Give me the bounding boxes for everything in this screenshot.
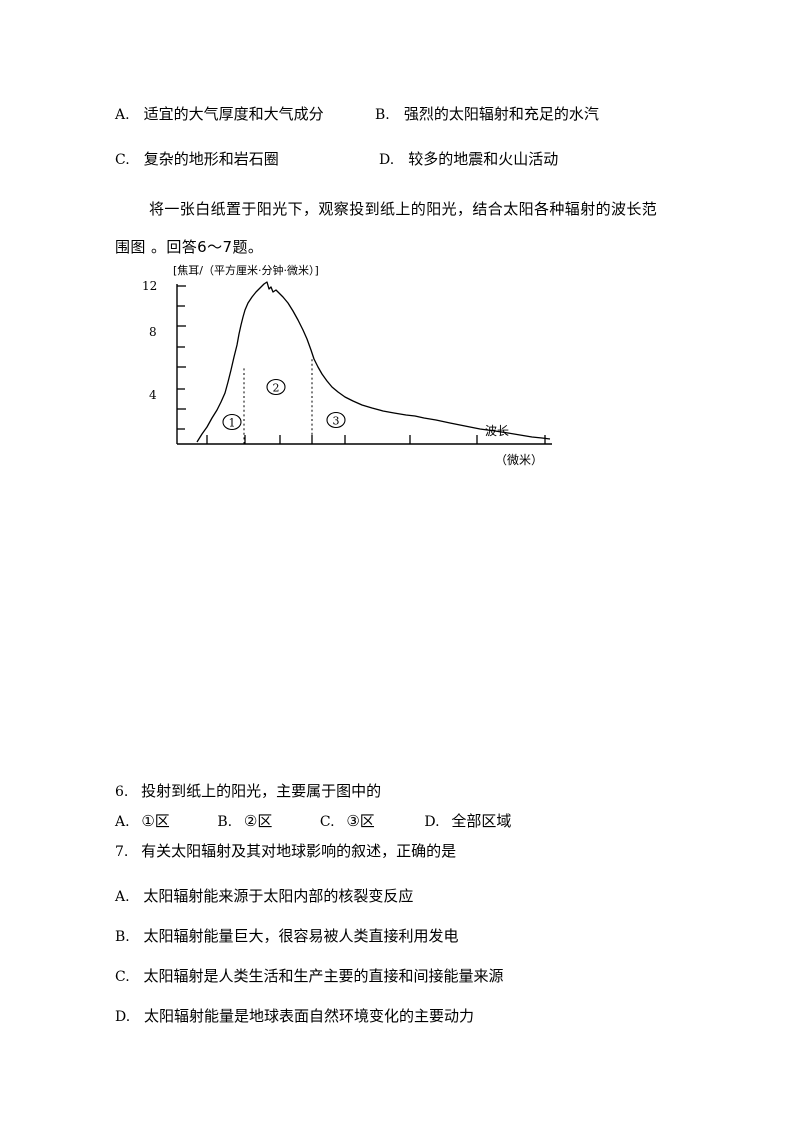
option-c[interactable]: C. 复杂的地形和岩石圈 xyxy=(115,148,279,169)
x-axis-unit-label: （微米） xyxy=(495,453,544,467)
question6-options: A. ①区 B. ②区 C. ③区 D. 全部区域 xyxy=(115,810,511,831)
stem-paragraph-line-1: 将一张白纸置于阳光下，观察投到纸上的阳光，结合太阳各种辐射的波长范 xyxy=(115,190,685,228)
svg-text:3: 3 xyxy=(333,415,340,428)
option-a-letter: A. xyxy=(115,107,130,123)
question6-option-d-letter: D. xyxy=(424,814,440,830)
option-d-letter: D. xyxy=(379,152,395,168)
y-tick-label-8: 8 xyxy=(149,325,157,339)
question7-option-d-letter: D. xyxy=(115,1009,131,1025)
question7-stem: 7. 有关太阳辐射及其对地球影响的叙述，正确的是 xyxy=(115,840,456,861)
question7-option-b[interactable]: B. 太阳辐射能量巨大，很容易被人类直接利用发电 xyxy=(115,925,459,946)
y-axis-ticks xyxy=(177,285,186,430)
question6-option-d-text: 全部区域 xyxy=(451,812,512,830)
spectrum-curve xyxy=(196,281,551,443)
question7-number: 7. xyxy=(115,844,129,860)
chart-plot-svg: 1 2 3 xyxy=(176,281,552,445)
question6-option-a[interactable]: A. ①区 xyxy=(115,812,175,830)
y-tick-label-4: 4 xyxy=(149,388,157,402)
option-c-text: 复杂的地形和岩石圈 xyxy=(143,150,279,168)
region-marker-2: 2 xyxy=(266,378,286,396)
y-axis-unit-label: [焦耳/（平方厘米·分钟·微米）] xyxy=(173,264,319,277)
stem-paragraph: 将一张白纸置于阳光下，观察投到纸上的阳光，结合太阳各种辐射的波长范 围图 。回答… xyxy=(115,190,685,266)
question7-option-c-text: 太阳辐射是人类生活和生产主要的直接和间接能量来源 xyxy=(143,967,504,985)
option-d[interactable]: D. 较多的地震和火山活动 xyxy=(379,148,558,169)
svg-text:2: 2 xyxy=(273,382,280,395)
x-axis-label: 波长 xyxy=(485,424,510,438)
question6-number: 6. xyxy=(115,784,129,800)
question6-text: 投射到纸上的阳光，主要属于图中的 xyxy=(141,782,382,800)
question7-option-c-letter: C. xyxy=(115,969,130,985)
question6-option-b[interactable]: B. ②区 xyxy=(217,812,277,830)
question7-option-b-text: 太阳辐射能量巨大，很容易被人类直接利用发电 xyxy=(143,927,459,945)
option-c-letter: C. xyxy=(115,152,130,168)
question7-option-c[interactable]: C. 太阳辐射是人类生活和生产主要的直接和间接能量来源 xyxy=(115,965,503,986)
question6-stem: 6. 投射到纸上的阳光，主要属于图中的 xyxy=(115,780,381,801)
question7-option-d[interactable]: D. 太阳辐射能量是地球表面自然环境变化的主要动力 xyxy=(115,1005,474,1026)
question7-option-a-text: 太阳辐射能来源于太阳内部的核裂变反应 xyxy=(143,887,414,905)
region-marker-1: 1 xyxy=(222,413,242,431)
region-marker-3: 3 xyxy=(326,411,346,429)
question6-option-c[interactable]: C. ③区 xyxy=(320,812,380,830)
question6-option-a-letter: A. xyxy=(115,814,130,830)
question7-option-a[interactable]: A. 太阳辐射能来源于太阳内部的核裂变反应 xyxy=(115,885,413,906)
option-d-text: 较多的地震和火山活动 xyxy=(408,150,559,168)
question6-option-d[interactable]: D. 全部区域 xyxy=(424,812,511,830)
stem-line1-text: 将一张白纸置于阳光下，观察投到纸上的阳光，结合太阳各种辐射的波长范 xyxy=(149,200,658,218)
option-a[interactable]: A. 适宜的大气厚度和大气成分 xyxy=(115,103,324,124)
option-b-text: 强烈的太阳辐射和充足的水汽 xyxy=(403,105,599,123)
y-tick-label-12: 12 xyxy=(142,279,158,293)
question7-option-d-text: 太阳辐射能量是地球表面自然环境变化的主要动力 xyxy=(143,1007,474,1025)
question6-option-a-text: ①区 xyxy=(141,812,170,830)
option-a-text: 适宜的大气厚度和大气成分 xyxy=(143,105,324,123)
question7-text: 有关太阳辐射及其对地球影响的叙述，正确的是 xyxy=(141,842,457,860)
question7-option-a-letter: A. xyxy=(115,889,130,905)
question7-option-b-letter: B. xyxy=(115,929,130,945)
stem-paragraph-line-2: 围图 。回答6～7题。 xyxy=(115,238,264,256)
option-b-letter: B. xyxy=(375,107,390,123)
question6-option-c-text: ③区 xyxy=(346,812,375,830)
question6-option-c-letter: C. xyxy=(319,814,335,830)
question6-option-b-letter: B. xyxy=(217,814,233,830)
question6-option-b-text: ②区 xyxy=(243,812,273,830)
svg-text:1: 1 xyxy=(229,417,236,430)
solar-radiation-spectrum-chart: [焦耳/（平方厘米·分钟·微米）] 12 8 4 xyxy=(140,262,580,477)
option-b[interactable]: B. 强烈的太阳辐射和充足的水汽 xyxy=(375,103,599,124)
